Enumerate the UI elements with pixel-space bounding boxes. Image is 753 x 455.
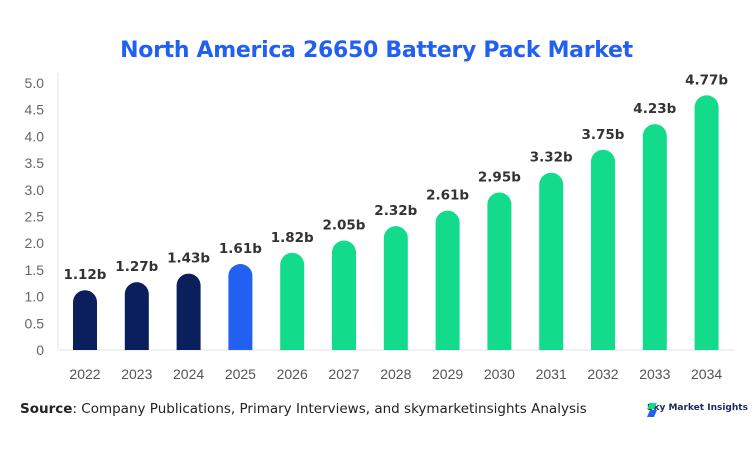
data-label: 1.61b [219, 241, 262, 257]
bar-2022 [73, 290, 97, 350]
bar-2024 [176, 273, 201, 350]
data-label: 2.32b [374, 203, 417, 219]
x-tick-label: 2024 [173, 366, 204, 382]
y-tick-label: 0 [36, 342, 44, 358]
source-note: Source: Company Publications, Primary In… [20, 401, 587, 417]
bar-2030 [487, 192, 512, 350]
x-tick-label: 2030 [484, 366, 515, 382]
y-tick-label: 5.0 [25, 75, 45, 91]
x-tick-label: 2022 [69, 366, 100, 382]
bar-2034 [694, 95, 719, 350]
data-label: 2.95b [478, 169, 521, 185]
data-label: 2.05b [323, 218, 366, 234]
y-tick-label: 0.5 [25, 315, 45, 331]
x-tick-label: 2033 [639, 366, 670, 382]
data-label: 3.32b [530, 150, 573, 166]
x-tick-label: 2034 [691, 366, 722, 382]
y-tick-label: 3.5 [25, 155, 45, 171]
bar-2025 [228, 264, 253, 350]
bar-2029 [435, 210, 460, 350]
bar-2026 [280, 252, 305, 350]
data-label: 1.27b [115, 259, 158, 275]
data-label: 4.77b [685, 72, 728, 88]
x-tick-label: 2023 [121, 366, 152, 382]
logo-icon [647, 403, 657, 417]
source-label: Source [20, 401, 73, 417]
y-tick-label: 1.5 [25, 262, 45, 278]
y-tick-label: 3.0 [25, 182, 45, 198]
y-tick-label: 4.5 [25, 102, 45, 118]
y-tick-label: 4.0 [25, 128, 45, 144]
bar-2032 [591, 149, 615, 350]
x-tick-label: 2027 [328, 366, 359, 382]
x-tick-label: 2026 [277, 366, 308, 382]
source-text: : Company Publications, Primary Intervie… [72, 401, 587, 417]
data-label: 1.43b [167, 251, 210, 267]
bar-2028 [383, 226, 408, 350]
x-tick-label: 2025 [225, 366, 256, 382]
x-tick-label: 2029 [432, 366, 463, 382]
x-tick-label: 2028 [380, 366, 411, 382]
logo-text: Sky Market Insights [647, 403, 748, 413]
data-label: 2.61b [426, 188, 469, 204]
data-label: 1.12b [64, 267, 107, 283]
x-tick-label: 2032 [587, 366, 618, 382]
bar-2031 [539, 172, 564, 350]
y-tick-label: 2.0 [25, 235, 45, 251]
chart-title: North America 26650 Battery Pack Market [120, 38, 633, 63]
bar-2023 [124, 282, 149, 350]
bar-2033 [642, 124, 667, 350]
data-label: 3.75b [582, 127, 625, 143]
brand-logo: Sky Market Insights [647, 403, 748, 417]
bar-2027 [332, 240, 356, 350]
x-tick-label: 2031 [536, 366, 567, 382]
y-tick-label: 2.5 [25, 209, 45, 225]
data-label: 4.23b [633, 101, 676, 117]
bar-chart: 0 0.5 1.0 1.5 2.0 2.5 3.0 3.5 4.0 4.5 5.0 1.12b 2022… [25, 72, 735, 382]
y-tick-label: 1.0 [25, 289, 45, 305]
data-label: 1.82b [271, 230, 314, 246]
